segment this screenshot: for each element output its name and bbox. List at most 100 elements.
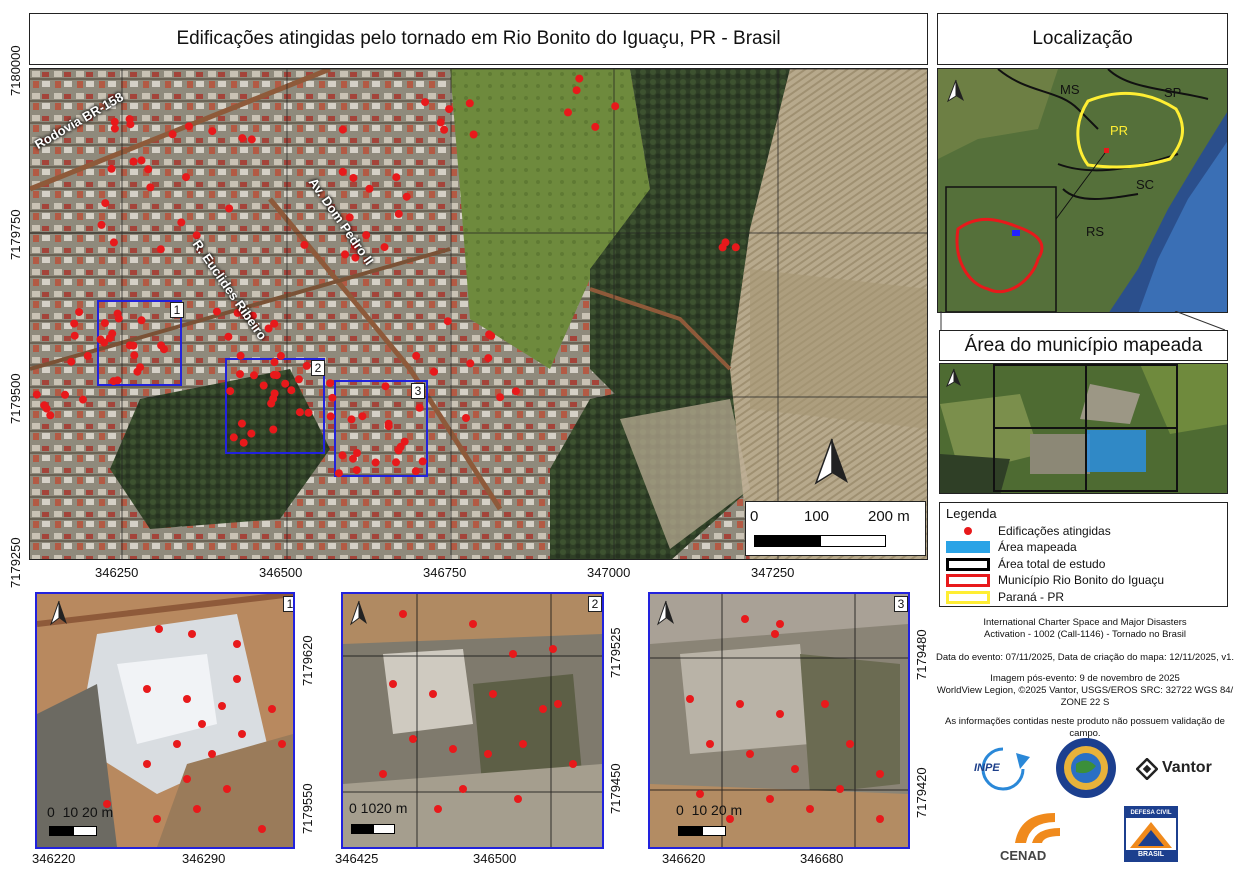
state-label-pr: PR <box>1110 123 1129 138</box>
damage-marker <box>264 324 273 333</box>
inset-map-3[interactable]: 3 0 10 20 m <box>648 592 910 849</box>
damage-marker <box>236 370 244 379</box>
damage-marker <box>61 390 69 399</box>
inset-1-north-arrow-icon <box>49 600 67 626</box>
inset-2-x-tick-0: 346425 <box>335 851 379 866</box>
damage-marker <box>157 341 166 350</box>
inset-1-scale: 0 10 20 m <box>47 804 137 844</box>
inset-box-3 <box>334 380 428 477</box>
location-title: Localização <box>937 13 1228 65</box>
inset-1-x-tick-0: 346220 <box>32 851 76 866</box>
legend-item-municipio: Município Rio Bonito do Iguaçu <box>946 573 1164 587</box>
damage-marker <box>371 458 380 467</box>
damage-marker <box>412 351 421 360</box>
damage-marker <box>465 99 474 108</box>
damage-marker <box>212 307 221 316</box>
damage-marker <box>46 411 55 420</box>
damage-marker <box>70 319 79 328</box>
damage-marker <box>430 367 438 376</box>
damage-marker <box>101 199 110 208</box>
credit-source: WorldView Legion, ©2025 Vantor, USGS/ERO… <box>936 685 1234 696</box>
inset-1-y-tick-0: 7179620 <box>300 635 315 686</box>
damage-marker <box>208 127 217 136</box>
inset-tag-2: 2 <box>311 360 325 376</box>
damage-marker <box>421 98 430 107</box>
location-north-arrow-icon <box>947 79 964 103</box>
scale-bar: 0 100 200 m <box>745 501 926 556</box>
damage-marker <box>100 319 109 328</box>
damage-marker <box>352 466 361 475</box>
damage-marker <box>113 376 122 385</box>
inset-2-scale: 0 1020 m <box>349 800 439 840</box>
damage-marker <box>270 358 279 367</box>
map-title-text: Edificações atingidas pelo tornado em Ri… <box>176 28 781 49</box>
damage-marker <box>469 130 478 139</box>
damage-marker <box>415 403 424 412</box>
state-label-ms: MS <box>1060 82 1080 97</box>
inset-3-north-arrow-icon <box>656 600 674 626</box>
legend: Legenda <box>939 502 1228 607</box>
damage-marker <box>466 359 475 368</box>
credit-charter: International Charter Space and Major Di… <box>983 617 1187 628</box>
damage-marker <box>97 220 106 229</box>
defesa-civil-logo: DEFESA CIVIL BRASIL <box>1124 806 1178 862</box>
damage-marker <box>302 361 311 370</box>
damage-marker <box>146 183 155 192</box>
inset-map-1[interactable]: 1 0 10 20 m <box>35 592 295 849</box>
inset-2-y-tick-1: 7179450 <box>608 763 623 814</box>
damage-marker <box>133 367 142 376</box>
damage-marker <box>281 379 290 388</box>
damage-marker <box>272 371 281 380</box>
damage-marker <box>182 173 190 182</box>
mapped-area-title-text: Área do município mapeada <box>964 334 1203 356</box>
damage-marker <box>105 334 114 343</box>
damage-marker <box>294 375 303 384</box>
damage-marker <box>338 167 347 176</box>
damage-marker <box>396 442 405 451</box>
damage-marker <box>83 351 92 360</box>
inset-2-north-arrow-icon <box>349 600 367 626</box>
damage-marker <box>384 422 393 431</box>
legend-item-damaged: Edificações atingidas <box>946 524 1111 538</box>
main-x-tick-0: 346250 <box>95 565 139 580</box>
damage-marker <box>192 231 201 240</box>
scale-tick-100: 100 <box>804 508 830 525</box>
connector-lines <box>940 311 1226 331</box>
damage-marker <box>611 102 620 111</box>
damage-marker <box>229 433 238 442</box>
damage-marker <box>79 395 87 404</box>
damage-marker <box>411 467 420 476</box>
damage-marker <box>270 319 279 328</box>
scale-tick-200: 200 m <box>868 508 910 525</box>
damage-marker <box>129 341 138 350</box>
damage-marker <box>233 308 242 317</box>
damage-marker <box>484 354 493 363</box>
damage-marker <box>270 389 279 398</box>
inset-1-y-tick-1: 7179550 <box>300 783 315 834</box>
main-y-tick-1: 7179750 <box>8 209 23 260</box>
inset-map-2[interactable]: 2 0 1020 m <box>341 592 604 849</box>
damage-marker <box>225 204 234 213</box>
mapped-area-map[interactable] <box>939 363 1228 494</box>
main-map[interactable]: Rodovia BR-158 Av. Dom Pedro II R. Eucli… <box>29 68 928 560</box>
damage-marker <box>353 449 361 457</box>
damage-marker <box>125 115 134 124</box>
inset-box-1 <box>97 300 182 386</box>
damage-marker <box>247 135 256 144</box>
damage-marker <box>462 414 470 422</box>
damage-marker <box>237 419 246 428</box>
location-map[interactable]: MS SP PR SC RS <box>937 68 1228 313</box>
charter-seal-logo <box>1054 736 1118 800</box>
damage-marker <box>259 381 268 390</box>
credit-zone: ZONE 22 S <box>1060 697 1110 708</box>
scale-tick-0: 0 <box>750 508 759 525</box>
inset-2-y-tick-0: 7179525 <box>608 627 623 678</box>
legend-item-study-area: Área total de estudo <box>946 557 1105 571</box>
inset-tag-3: 3 <box>411 383 425 399</box>
inset-3-scale: 0 10 20 m <box>676 802 766 842</box>
damage-marker <box>137 156 146 165</box>
damage-marker <box>443 317 452 326</box>
location-map-canvas <box>938 69 1227 312</box>
damage-marker <box>67 357 76 366</box>
inset-1-number: 1 <box>283 596 293 612</box>
